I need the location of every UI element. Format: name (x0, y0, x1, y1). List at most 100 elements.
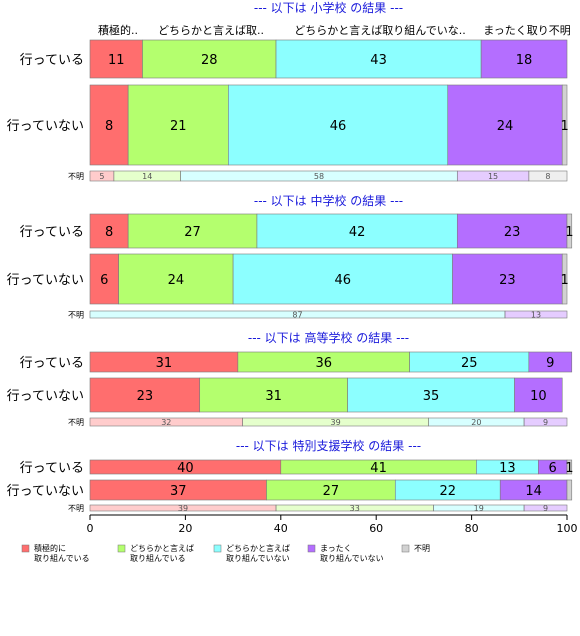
bar-segment (561, 253, 568, 305)
bar-value-label: 31 (265, 389, 282, 404)
bar-segment (566, 459, 573, 475)
row-label: 行っていない (7, 389, 84, 404)
bar-value-label: 21 (170, 119, 187, 134)
legend-label: 不明 (414, 544, 430, 553)
x-tick-label: 40 (274, 522, 288, 535)
x-tick-label: 20 (178, 522, 192, 535)
bar-value-label: 28 (201, 53, 218, 68)
column-header-2: どちらかと言えば取.. (158, 24, 264, 37)
legend-label: 取り組んでいる (34, 553, 90, 563)
bar-value-label: 6 (100, 273, 108, 288)
bar-value-label: 41 (370, 461, 387, 476)
bar-segment (347, 377, 515, 413)
bar-segment (528, 170, 568, 182)
bar-value-label: 1 (560, 273, 568, 288)
bar-value-label: 35 (423, 389, 440, 404)
bar-segment (89, 213, 129, 249)
bar-segment (127, 84, 229, 166)
bar-segment (566, 479, 573, 501)
bar-value-label: 24 (497, 119, 514, 134)
bar-segment (89, 253, 119, 305)
bar-value-label: 22 (439, 484, 456, 499)
bar-value-label: 8 (545, 172, 550, 181)
bar-segment (447, 84, 563, 166)
bar-value-label: 9 (543, 504, 548, 513)
bar-segment (523, 504, 568, 512)
bar-segment (480, 39, 568, 79)
bar-value-label: 27 (323, 484, 340, 499)
bar-segment (514, 377, 563, 413)
row-label: 不明 (68, 172, 84, 181)
bar-value-label: 6 (549, 461, 557, 476)
legend-swatch (213, 544, 222, 553)
bar-value-label: 24 (168, 273, 185, 288)
legend-label: 積極的に (34, 543, 66, 553)
legend-label: 取り組んでいない (226, 553, 290, 563)
panel-title-3: --- 以下は 高等学校 の結果 --- (248, 330, 409, 345)
x-tick-label: 100 (557, 522, 578, 535)
bar-value-label: 8 (105, 225, 113, 240)
bar-segment (89, 84, 129, 166)
row-label: 行っている (20, 225, 84, 240)
bar-value-label: 9 (546, 356, 554, 371)
bar-value-label: 40 (177, 461, 194, 476)
x-tick-label: 60 (369, 522, 383, 535)
bar-segment (561, 84, 568, 166)
bar-segment (199, 377, 348, 413)
bar-value-label: 23 (504, 225, 521, 240)
panel-title-4: --- 以下は 特別支援学校 の結果 --- (236, 438, 421, 453)
bar-value-label: 1 (560, 119, 568, 134)
bar-segment (228, 84, 449, 166)
bar-value-label: 33 (350, 504, 360, 513)
row-label: 行っていない (7, 273, 84, 288)
bar-value-label: 58 (314, 172, 324, 181)
bar-value-label: 31 (156, 356, 173, 371)
legend-swatch (21, 544, 30, 553)
bar-value-label: 39 (331, 418, 341, 427)
bar-value-label: 32 (161, 418, 171, 427)
legend-label: どちらかと言えば (226, 543, 290, 553)
bar-value-label: 23 (499, 273, 516, 288)
row-label: 行っている (20, 53, 84, 68)
bar-value-label: 14 (525, 484, 542, 499)
legend-label: 取り組んでいない (320, 553, 384, 563)
bar-segment (142, 39, 277, 79)
bar-segment (256, 213, 458, 249)
bar-segment (566, 213, 573, 249)
bar-segment (528, 351, 573, 373)
row-label: 行っていない (7, 119, 84, 134)
bar-value-label: 13 (531, 311, 541, 320)
bar-segment (89, 377, 201, 413)
bar-segment (232, 253, 453, 305)
bar-value-label: 5 (99, 172, 104, 181)
bar-segment (127, 213, 258, 249)
bar-value-label: 1 (565, 225, 573, 240)
bar-value-label: 43 (370, 53, 387, 68)
bar-segment (504, 310, 568, 319)
bar-value-label: 8 (105, 119, 113, 134)
row-label: 行っていない (7, 484, 84, 499)
x-tick-label: 80 (465, 522, 479, 535)
bar-value-label: 9 (543, 418, 548, 427)
bar-value-label: 1 (565, 461, 573, 476)
column-header-1: 積極的.. (98, 23, 138, 37)
row-label: 行っている (20, 461, 84, 476)
bar-value-label: 42 (349, 225, 366, 240)
bar-value-label: 46 (335, 273, 352, 288)
row-label: 不明 (68, 418, 84, 427)
bar-value-label: 25 (461, 356, 478, 371)
legend-swatch (117, 544, 126, 553)
legend-label: まったく (320, 544, 352, 553)
column-header-4: まったく取り不明 (483, 24, 571, 37)
bar-value-label: 46 (330, 119, 347, 134)
legend-label: 取り組んでいる (130, 553, 186, 563)
row-label: 不明 (68, 504, 84, 513)
bar-value-label: 37 (170, 484, 187, 499)
bar-segment (275, 39, 482, 79)
bar-segment (523, 417, 568, 427)
bar-value-label: 19 (474, 504, 484, 513)
bar-segment (452, 253, 563, 305)
bar-value-label: 20 (471, 418, 481, 427)
legend-swatch (401, 544, 410, 553)
